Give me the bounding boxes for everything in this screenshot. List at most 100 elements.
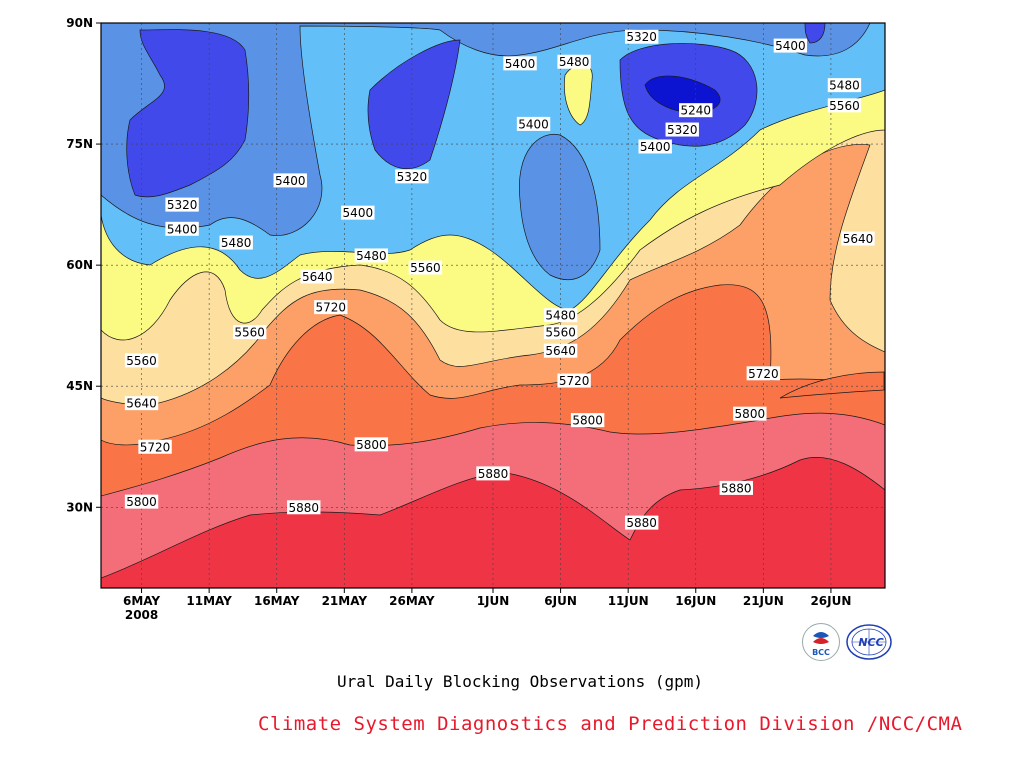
- contour-label-box: [543, 325, 578, 340]
- contour-label-5560: 5560: [829, 99, 860, 113]
- contour-label-5480: 5480: [356, 249, 387, 263]
- x-tick-label: 21JUN: [743, 594, 784, 608]
- contour-label-5560: 5560: [410, 261, 441, 275]
- contour-label-5720: 5720: [748, 367, 779, 381]
- x-tick-label: 11JUN: [608, 594, 649, 608]
- chart-title: Ural Daily Blocking Observations (gpm): [336, 672, 704, 691]
- contour-label-5800: 5800: [356, 438, 387, 452]
- x-tick-label: 16MAY: [254, 594, 300, 608]
- contour-band-5320-5400: [519, 133, 601, 280]
- contour-band-5720-5800: [779, 371, 885, 399]
- contour-label-box: [395, 169, 429, 184]
- x-year-label: 2008: [125, 608, 158, 622]
- contour-label-box: [138, 439, 172, 454]
- contour-label-box: [408, 260, 443, 275]
- bcc-logo-text: BCC: [812, 648, 830, 657]
- contour-label-5880: 5880: [478, 467, 509, 481]
- contour-label-5800: 5800: [572, 414, 603, 428]
- contour-label-5400: 5400: [275, 174, 306, 188]
- y-tick-label: 60N: [66, 258, 93, 272]
- contour-band-5240-5320: [126, 29, 250, 198]
- contour-label-5560: 5560: [545, 326, 576, 340]
- contour-band-5240-5320: [804, 23, 826, 44]
- contour-label-box: [232, 325, 267, 340]
- contour-label-box: [341, 205, 375, 220]
- contour-label-5320: 5320: [397, 170, 428, 184]
- bcc-logo: BCC: [801, 622, 841, 662]
- contour-label-5640: 5640: [843, 232, 874, 246]
- contour-label-box: [773, 38, 808, 53]
- contour-label-5400: 5400: [775, 39, 806, 53]
- contour-label-5320: 5320: [167, 198, 198, 212]
- x-tick-label: 16JUN: [675, 594, 716, 608]
- contour-label-box: [557, 373, 591, 388]
- x-tick-label: 11MAY: [186, 594, 232, 608]
- x-tick-label: 1JUN: [477, 594, 510, 608]
- contour-label-5400: 5400: [640, 140, 671, 154]
- contour-label-box: [124, 396, 159, 411]
- x-tick-label: 6MAY: [123, 594, 160, 608]
- y-tick-label: 30N: [66, 500, 93, 514]
- contour-label-box: [124, 494, 159, 509]
- contour-label-5480: 5480: [221, 236, 252, 250]
- x-tick-label: 21MAY: [322, 594, 368, 608]
- contour-label-5480: 5480: [545, 309, 576, 323]
- contour-label-5640: 5640: [126, 397, 157, 411]
- contour-label-box: [827, 98, 862, 113]
- contour-label-box: [354, 437, 389, 452]
- contour-label-5800: 5800: [735, 407, 766, 421]
- contour-label-box: [516, 116, 551, 131]
- contour-label-5400: 5400: [505, 57, 536, 71]
- contour-label-5320: 5320: [667, 123, 698, 137]
- contour-label-5800: 5800: [126, 495, 157, 509]
- contour-label-5320: 5320: [626, 30, 657, 44]
- contour-band-5240-5320: [367, 39, 461, 169]
- contour-label-box: [287, 500, 321, 515]
- contour-label-box: [557, 54, 591, 69]
- contour-label-box: [165, 221, 199, 236]
- contour-label-box: [476, 466, 510, 481]
- contour-label-box: [624, 515, 659, 530]
- contour-label-box: [300, 269, 334, 284]
- contour-label-box: [273, 173, 307, 188]
- contour-label-5400: 5400: [343, 206, 374, 220]
- contour-label-box: [314, 300, 348, 315]
- contour-label-box: [165, 197, 199, 212]
- x-tick-label: 26JUN: [810, 594, 851, 608]
- contour-label-5720: 5720: [140, 440, 171, 454]
- ncc-logo: NCC: [845, 622, 893, 662]
- y-tick-label: 45N: [66, 379, 93, 393]
- contour-label-5640: 5640: [302, 270, 333, 284]
- contour-label-5480: 5480: [559, 55, 590, 69]
- y-tick-label: 75N: [66, 137, 93, 151]
- x-tick-label: 6JUN: [544, 594, 577, 608]
- contour-label-box: [219, 235, 253, 250]
- contour-label-box: [543, 308, 578, 323]
- contour-label-box: [543, 343, 578, 358]
- ncc-logo-text: NCC: [858, 636, 883, 649]
- contour-label-box: [570, 413, 605, 428]
- contour-label-5720: 5720: [559, 374, 590, 388]
- contour-label-5560: 5560: [234, 326, 265, 340]
- y-tick-label: 90N: [66, 16, 93, 30]
- contour-label-5640: 5640: [545, 344, 576, 358]
- contour-label-box: [503, 56, 537, 71]
- contour-label-5880: 5880: [288, 501, 319, 515]
- contour-label-5560: 5560: [126, 354, 157, 368]
- contour-label-box: [841, 231, 875, 246]
- contour-label-5880: 5880: [721, 481, 752, 495]
- contour-label-box: [746, 366, 781, 381]
- contour-label-box: [827, 78, 862, 93]
- contour-label-box: [638, 139, 672, 154]
- contour-label-5480: 5480: [829, 79, 860, 93]
- contour-label-box: [679, 103, 713, 118]
- contour-label-box: [354, 248, 389, 263]
- contour-label-5400: 5400: [167, 222, 198, 236]
- contour-label-box: [719, 480, 754, 495]
- contour-label-box: [733, 406, 767, 421]
- contour-label-box: [624, 29, 659, 44]
- contour-label-5720: 5720: [316, 301, 347, 315]
- x-tick-label: 26MAY: [389, 594, 435, 608]
- contour-label-box: [665, 122, 699, 137]
